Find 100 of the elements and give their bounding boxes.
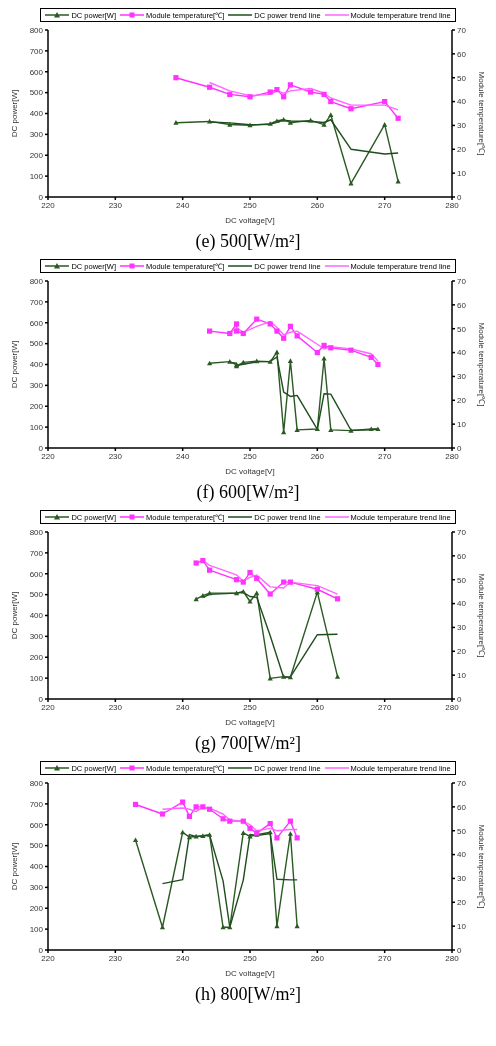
point	[375, 361, 381, 368]
y-tick-label: 0	[38, 443, 44, 453]
point	[287, 323, 293, 329]
point	[254, 575, 260, 582]
point	[207, 84, 213, 90]
point	[193, 804, 199, 810]
point	[375, 426, 381, 432]
point	[368, 426, 374, 432]
point	[240, 588, 246, 594]
point	[287, 818, 293, 824]
y-tick-label: 700	[29, 297, 44, 307]
y-tick-label: 700	[29, 548, 44, 558]
x-axis-title: DC voltage[V]	[225, 718, 275, 727]
point	[267, 89, 273, 95]
y2-axis-title: Module temperature[℃]	[477, 824, 487, 909]
y-tick-label: 600	[29, 67, 44, 77]
y2-tick-label: 40	[457, 850, 467, 860]
y-tick-label: 600	[29, 569, 44, 579]
y2-tick-label: 10	[457, 168, 467, 178]
y-tick-label: 300	[29, 381, 44, 391]
y-tick-label: 800	[29, 25, 44, 35]
point	[281, 335, 287, 341]
point	[287, 579, 293, 585]
y2-tick-label: 0	[457, 694, 462, 704]
point	[294, 333, 300, 339]
y-tick-label: 300	[29, 883, 44, 893]
y2-tick-label: 50	[457, 73, 467, 83]
point	[287, 831, 293, 836]
point	[207, 118, 213, 124]
y2-axis-title: Module temperature[℃]	[477, 322, 487, 407]
x-tick-label: 220	[41, 451, 56, 461]
y2-tick-label: 20	[457, 396, 467, 406]
point	[220, 816, 226, 822]
x-tick-label: 250	[243, 451, 258, 461]
point	[200, 558, 206, 564]
y2-tick-label: 0	[457, 192, 462, 202]
y2-tick-label: 50	[457, 826, 467, 836]
point	[233, 328, 240, 334]
point	[274, 835, 280, 841]
point	[227, 121, 233, 127]
y2-tick-label: 60	[457, 802, 467, 812]
point	[287, 82, 293, 88]
y2-axis-title: Module temperature[℃]	[477, 71, 487, 156]
point	[382, 121, 388, 127]
x-tick-label: 230	[108, 200, 123, 210]
point	[348, 428, 354, 433]
x-tick-label: 240	[175, 702, 190, 712]
point	[173, 75, 179, 81]
x-tick-label: 280	[445, 953, 460, 963]
point	[132, 837, 139, 843]
y-tick-label: 400	[29, 109, 44, 119]
x-axis-title: DC voltage[V]	[225, 216, 275, 225]
point	[274, 87, 280, 93]
point	[227, 818, 233, 824]
point	[321, 342, 327, 349]
x-axis-title: DC voltage[V]	[225, 467, 275, 476]
y2-tick-label: 20	[457, 647, 467, 657]
point	[328, 345, 334, 351]
y2-tick-label: 40	[457, 599, 467, 609]
point	[247, 825, 253, 831]
y2-tick-label: 10	[457, 419, 467, 429]
y2-tick-label: 70	[457, 527, 467, 537]
y-tick-label: 200	[29, 151, 44, 161]
x-tick-label: 250	[243, 200, 258, 210]
y2-tick-label: 10	[457, 670, 467, 680]
y-tick-label: 800	[29, 276, 44, 286]
x-tick-label: 230	[108, 451, 123, 461]
x-tick-label: 230	[108, 702, 123, 712]
y-tick-label: 500	[29, 88, 44, 98]
point	[227, 358, 233, 364]
point	[247, 569, 253, 576]
y2-tick-label: 70	[457, 25, 467, 35]
text: (h) 800[W/m²]	[194, 983, 302, 1006]
point	[328, 112, 334, 118]
point	[233, 590, 240, 596]
point	[240, 830, 246, 835]
point	[247, 122, 253, 128]
point	[274, 349, 280, 355]
point	[207, 590, 213, 596]
x-tick-label: 260	[310, 953, 325, 963]
text: (f) 600[W/m²]	[195, 481, 301, 504]
point	[186, 813, 192, 819]
x-tick-label: 270	[377, 451, 392, 461]
point	[220, 924, 226, 930]
x-tick-label: 270	[377, 702, 392, 712]
point	[227, 330, 233, 337]
x-tick-label: 230	[108, 953, 123, 963]
line-series	[208, 81, 399, 111]
point	[207, 328, 213, 334]
y-axis-title: DC power[W]	[9, 340, 19, 389]
point	[267, 820, 273, 827]
y-tick-label: 0	[38, 192, 44, 202]
point	[274, 328, 280, 334]
y2-tick-label: 40	[457, 348, 467, 358]
point	[233, 577, 240, 583]
y-tick-label: 500	[29, 590, 44, 600]
y-tick-label: 100	[29, 422, 44, 432]
point	[334, 674, 341, 679]
y-axis-title: DC power[W]	[9, 842, 19, 891]
y-axis-title: DC power[W]	[9, 591, 19, 640]
